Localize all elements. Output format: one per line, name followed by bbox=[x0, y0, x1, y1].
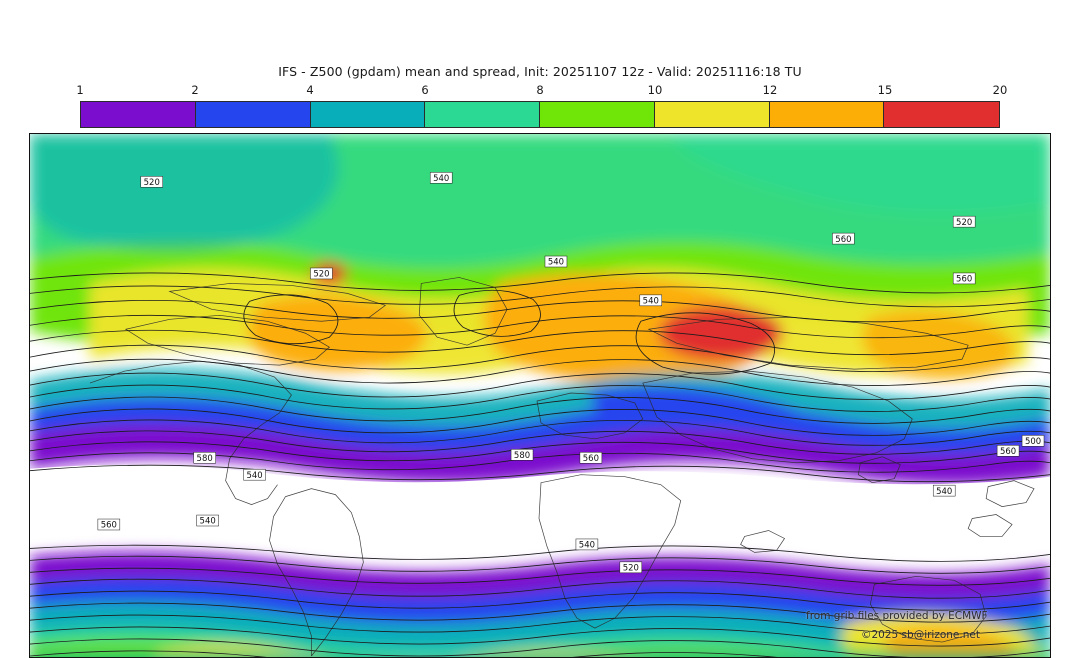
contour-label-box bbox=[575, 538, 599, 551]
coastlines bbox=[89, 277, 1035, 657]
contour-label: 580 bbox=[197, 453, 213, 463]
contour-label: 520 bbox=[956, 217, 972, 227]
colorbar-band-4-6 bbox=[310, 102, 426, 127]
contour-label-box bbox=[996, 445, 1020, 457]
colorbar-tick-6: 6 bbox=[421, 83, 429, 97]
contour-label-box bbox=[196, 514, 219, 527]
colorbar-band-15-20 bbox=[884, 102, 999, 127]
contour-label: 560 bbox=[956, 274, 972, 284]
contour-label-box bbox=[544, 255, 568, 268]
contour-label-box bbox=[1021, 435, 1045, 447]
contour-label-box bbox=[140, 176, 163, 188]
colorbar-band-1-2 bbox=[81, 102, 196, 127]
contour-label: 540 bbox=[643, 296, 659, 306]
contour-label-box bbox=[932, 484, 956, 497]
contour-label-box bbox=[952, 215, 976, 228]
contour-label: 540 bbox=[579, 540, 595, 550]
colorbar-band-10-12 bbox=[654, 102, 770, 127]
tropical-low-spread-area bbox=[30, 464, 1050, 572]
contour-label-group: 520 540 520 540 540 560 520 560 580 540 560 540 580 5… bbox=[97, 172, 1045, 574]
credit-copyright: ©2025 sb@irizone.net bbox=[861, 629, 980, 641]
map-canvas: 520 540 520 540 540 560 520 560 580 540 560 540 580 5… bbox=[30, 134, 1050, 657]
contour-label: 540 bbox=[246, 470, 262, 480]
contour-label-box bbox=[243, 468, 266, 481]
contour-label-box bbox=[97, 518, 121, 531]
contour-label-box bbox=[429, 172, 453, 184]
colorbar-band-2-4 bbox=[195, 102, 311, 127]
contour-label: 560 bbox=[835, 234, 851, 244]
colorbar-tick-4: 4 bbox=[306, 83, 314, 97]
contour-label-box bbox=[193, 452, 216, 464]
map-panel: 520 540 520 540 540 560 520 560 580 540 560 540 580 5… bbox=[29, 133, 1051, 658]
colorbar-tick-labels: 1 2 4 6 8 10 12 15 20 bbox=[76, 82, 1007, 98]
contour-label: 560 bbox=[583, 453, 599, 463]
contour-label: 540 bbox=[936, 486, 952, 496]
contour-label: 540 bbox=[433, 173, 449, 183]
contour-label: 520 bbox=[623, 563, 639, 573]
contour-label-box bbox=[619, 561, 643, 574]
contour-label-box bbox=[952, 272, 976, 285]
contour-label-box bbox=[510, 449, 534, 461]
colorbar-bands bbox=[80, 101, 1000, 128]
colorbar-tick-12: 12 bbox=[762, 83, 778, 97]
contour-lines-north bbox=[30, 272, 1050, 483]
contour-label: 520 bbox=[313, 269, 329, 279]
colorbar: 1 2 4 6 8 10 12 15 20 bbox=[76, 83, 1007, 128]
credit-source: from grib files provided by ECMWF bbox=[806, 610, 988, 622]
contour-label: 580 bbox=[514, 450, 530, 460]
contour-label-box bbox=[832, 232, 855, 245]
colorbar-tick-2: 2 bbox=[191, 83, 199, 97]
colorbar-tick-10: 10 bbox=[647, 83, 663, 97]
colorbar-tick-8: 8 bbox=[536, 83, 544, 97]
contour-label-box bbox=[579, 452, 603, 464]
contour-label: 520 bbox=[144, 177, 160, 187]
colorbar-tick-20: 20 bbox=[992, 83, 1008, 97]
colorbar-band-6-8 bbox=[425, 102, 540, 127]
contour-label-box bbox=[310, 267, 333, 280]
contour-label: 540 bbox=[200, 516, 216, 526]
colorbar-tick-1: 1 bbox=[76, 83, 84, 97]
colorbar-band-8-10 bbox=[540, 102, 655, 127]
contour-label: 500 bbox=[1025, 436, 1041, 446]
contour-label: 560 bbox=[101, 520, 117, 530]
shading-south bbox=[30, 551, 1050, 657]
chart-title: IFS - Z500 (gpdam) mean and spread, Init… bbox=[278, 64, 802, 79]
contour-label-box bbox=[639, 294, 663, 307]
contour-label: 560 bbox=[1000, 446, 1016, 456]
colorbar-band-12-15 bbox=[769, 102, 885, 127]
colorbar-tick-15: 15 bbox=[877, 83, 893, 97]
contour-label: 540 bbox=[548, 257, 564, 267]
contour-lines-south bbox=[30, 544, 1050, 657]
